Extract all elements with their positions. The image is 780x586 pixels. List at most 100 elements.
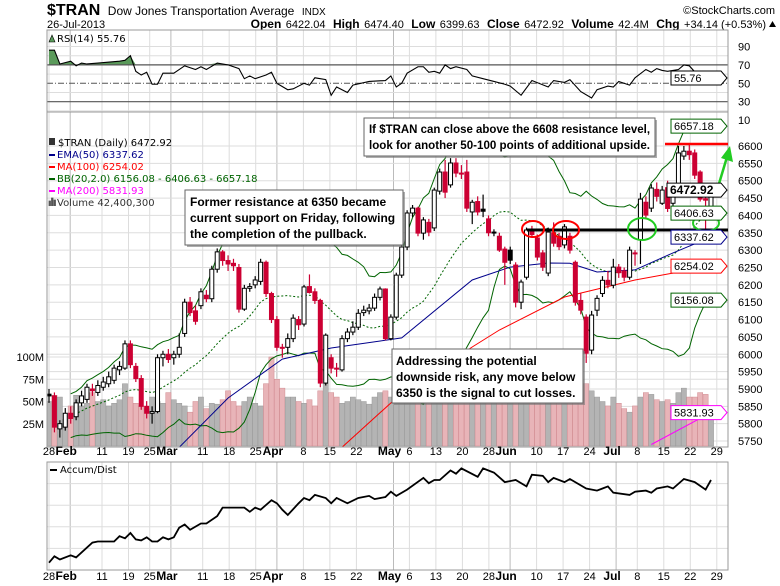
candle-body xyxy=(377,288,383,298)
volume-bar xyxy=(138,405,145,447)
candle-body xyxy=(627,249,633,278)
x-axis-label: 28 xyxy=(43,571,55,583)
candle-body xyxy=(247,286,253,289)
candle-body xyxy=(507,249,513,261)
candle-body xyxy=(122,343,128,369)
axes: 9070503010660065506500645064006350630062… xyxy=(16,42,762,584)
candle-body xyxy=(263,261,269,295)
panel-frames xyxy=(46,29,729,571)
candle-body xyxy=(182,301,188,334)
volume-bar xyxy=(360,401,367,447)
x-axis-label: 28 xyxy=(43,446,55,458)
candle-body xyxy=(426,221,432,233)
candle-body xyxy=(258,261,264,282)
volume-bar xyxy=(545,399,552,447)
price-tick-label: 6500 xyxy=(738,176,762,188)
candle-body xyxy=(155,357,161,413)
candle-body xyxy=(448,162,454,186)
candle-body xyxy=(317,299,323,384)
green-arrow-icon xyxy=(721,146,733,162)
candle-body xyxy=(230,262,236,267)
volume-bar xyxy=(328,392,335,447)
quote-summary: Open 6422.04 High 6474.40 Low 6399.63 Cl… xyxy=(251,15,766,32)
x-axis-label: 28 xyxy=(483,571,495,583)
candle-body xyxy=(285,338,291,348)
volume-bar xyxy=(203,408,210,447)
candle-body xyxy=(496,235,502,251)
volume-bar xyxy=(105,405,112,447)
candle-body xyxy=(236,266,242,310)
chg-label: Chg xyxy=(656,17,679,31)
candle-body xyxy=(399,246,405,276)
ema50-swatch xyxy=(49,154,55,156)
price-tick-label: 6050 xyxy=(738,332,762,344)
risk-note-line3: 6350 is the signal to cut losses. xyxy=(396,386,575,400)
x-axis-label: 20 xyxy=(456,571,468,583)
candle-body xyxy=(605,279,611,286)
candle-body xyxy=(171,353,177,359)
low-value: 6399.63 xyxy=(440,19,480,31)
candle-body xyxy=(127,343,133,366)
volume-bar xyxy=(225,390,231,447)
price-tick-label: 6100 xyxy=(738,315,762,327)
candle-body xyxy=(572,261,578,303)
candle-body xyxy=(355,312,361,328)
volume-bar xyxy=(371,396,378,447)
ma100-swatch xyxy=(49,166,55,168)
x-axis-label: 10 xyxy=(530,446,542,458)
candle-body xyxy=(610,266,616,286)
x-axis-label: 13 xyxy=(430,446,442,458)
candle-body xyxy=(372,296,378,309)
x-axis-label: 11 xyxy=(197,446,208,458)
volume-bar xyxy=(653,399,660,447)
candle-body xyxy=(437,171,443,192)
candle-body xyxy=(692,152,698,176)
x-axis-label: 15 xyxy=(658,446,670,458)
volume-bar xyxy=(556,401,562,447)
risk-note-line1: Addressing the potential xyxy=(396,354,537,368)
volume-bar xyxy=(257,405,264,447)
red-circle-1 xyxy=(521,220,545,238)
candle-body xyxy=(458,172,464,175)
x-axis-label: May xyxy=(378,444,402,458)
volume-bar xyxy=(252,403,259,447)
candle-body xyxy=(209,268,215,300)
volume-bar xyxy=(312,405,318,447)
panel-frame xyxy=(46,111,729,448)
price-tick-label: 6250 xyxy=(738,262,762,274)
x-axis-label: Mar xyxy=(156,444,178,458)
candle-legend-icon xyxy=(49,138,55,145)
volume-bar xyxy=(474,401,481,447)
candle-body xyxy=(513,264,519,303)
x-axis-label: Jul xyxy=(603,569,620,583)
volume-bar xyxy=(94,401,101,447)
risk-annotation: Addressing the potential downside risk, … xyxy=(391,348,585,405)
volume-bar xyxy=(442,401,448,447)
x-axis-label: 6 xyxy=(406,446,412,458)
candle-body xyxy=(621,270,627,278)
volume-bar xyxy=(377,392,383,447)
ma200-swatch xyxy=(49,190,55,192)
x-axis-label: 13 xyxy=(430,571,442,583)
bb-upper-tag-frame xyxy=(670,118,728,134)
volume-bar xyxy=(393,403,400,447)
x-axis-label: Jun xyxy=(495,444,516,458)
candle-body xyxy=(594,297,600,311)
x-axis-label: 8 xyxy=(300,446,306,458)
legend-volume: Volume 42,400,300 xyxy=(57,198,155,209)
legend-bb: BB(20,2.0) 6156.08 - 6406.63 - 6657.18 xyxy=(57,174,258,185)
x-axis-label: 22 xyxy=(684,571,696,583)
candle-body xyxy=(117,365,123,371)
price-legend: $TRAN (Daily) 6472.92 EMA(50) 6337.62 MA… xyxy=(48,138,258,209)
x-axis-label: 18 xyxy=(223,446,235,458)
rsi-tick-label: 90 xyxy=(738,42,750,54)
legend-ema50: EMA(50) 6337.62 xyxy=(57,150,144,161)
candle-body xyxy=(453,162,459,174)
candle-body xyxy=(393,274,399,318)
price-tick-label: 5850 xyxy=(738,401,762,413)
x-axis-label: 11 xyxy=(96,446,107,458)
volume-bar xyxy=(643,392,649,447)
x-axis-label: 6 xyxy=(406,571,412,583)
value-tags: 55.76 6657.18 6472.92 6406.63 6337.62 6254.02… xyxy=(666,70,728,421)
